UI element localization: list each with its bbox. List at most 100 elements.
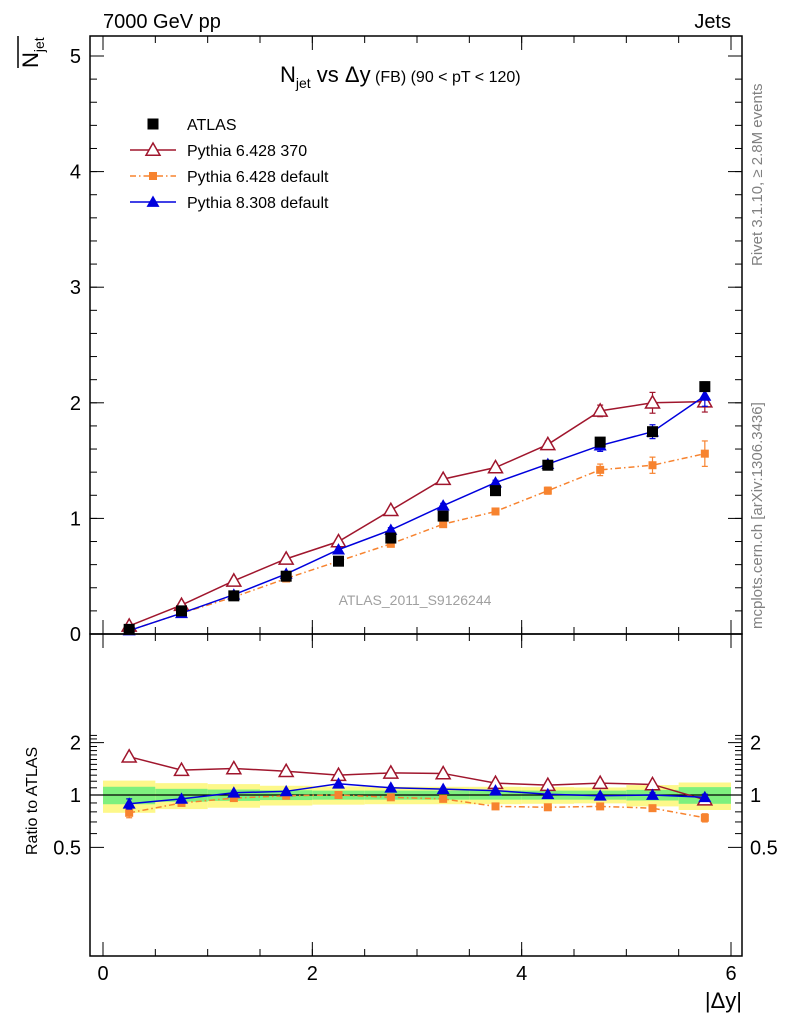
ratio-ytick-label: 2 <box>70 733 81 755</box>
ratio-ylabel: Ratio to ATLAS <box>24 747 41 855</box>
ratio-point-pythia-8-308-default <box>698 790 712 803</box>
main-line-pythia-8-308-default <box>128 395 706 632</box>
svg-text:Njet: Njet <box>18 37 47 68</box>
ratio-xtick-label: 0 <box>97 963 108 985</box>
main-point-pythia-8-308-default <box>698 389 712 401</box>
legend-label-pythia-8-308-default: Pythia 8.308 default <box>187 195 329 212</box>
main-point-pythia-6-428-default <box>700 449 709 458</box>
main-point-pythia-6-428-default <box>596 465 605 474</box>
main-point-pythia-6-428-370 <box>539 435 557 451</box>
main-point-pythia-8-308-default <box>436 499 450 511</box>
main-point-pythia-6-428-default <box>648 461 657 470</box>
main-point-pythia-6-428-default <box>439 520 448 529</box>
main-ytick-label: 0 <box>70 624 81 646</box>
ratio-ytick-label: 0.5 <box>53 837 81 859</box>
ratio-line-pythia-6-428-370 <box>128 755 706 801</box>
main-ytick-label: 2 <box>70 393 81 415</box>
rivet-label: Rivet 3.1.10, ≥ 2.8M events <box>749 84 766 267</box>
main-point-pythia-6-428-370 <box>277 550 295 565</box>
ratio-point-pythia-8-308-default <box>279 784 293 797</box>
ratio-point-pythia-6-428-370 <box>120 748 138 763</box>
ratio-point-pythia-6-428-370 <box>225 759 243 775</box>
ratio-point-pythia-8-308-default <box>646 788 659 800</box>
main-point-pythia-6-428-370 <box>382 501 400 517</box>
ratio-point-pythia-8-308-default <box>227 786 241 798</box>
ratio-point-pythia-6-428-default <box>596 802 605 811</box>
ratio-ytick-label-right: 0.5 <box>750 837 778 859</box>
watermark: ATLAS_2011_S9126244 <box>339 592 492 608</box>
ratio-point-pythia-8-308-default <box>332 777 345 789</box>
ratio-xtick-label: 2 <box>307 963 318 985</box>
main-point-pythia-8-308-default <box>489 476 502 488</box>
legend-marker-pythia-6-428-370 <box>144 141 162 156</box>
main-point-atlas <box>333 555 344 567</box>
main-ytick-label: 5 <box>70 46 81 68</box>
ratio-point-pythia-8-308-default <box>384 781 398 793</box>
main-title-sub: jet <box>295 75 311 91</box>
main-point-pythia-6-428-370 <box>591 402 609 417</box>
ratio-point-pythia-6-428-370 <box>644 775 661 791</box>
ratio-point-pythia-8-308-default <box>436 782 450 795</box>
ratio-point-pythia-6-428-default <box>491 802 500 811</box>
ratio-point-pythia-8-308-default <box>541 787 555 800</box>
ratio-line-pythia-6-428-default <box>129 794 705 819</box>
main-point-atlas <box>594 436 606 448</box>
ratio-point-pythia-6-428-370 <box>591 774 609 790</box>
main-ytick-label: 1 <box>70 508 81 530</box>
main-point-atlas <box>280 570 292 582</box>
header-left: 7000 GeV pp <box>103 11 221 33</box>
main-point-atlas <box>176 605 187 617</box>
ratio-point-pythia-6-428-default <box>439 794 448 803</box>
main-point-atlas <box>647 426 658 438</box>
main-point-pythia-6-428-default <box>386 539 395 548</box>
main-ytick-label: 3 <box>70 277 81 299</box>
main-title-small: (FB) <box>371 69 407 86</box>
ratio-point-pythia-6-428-default <box>334 791 343 799</box>
main-title: Njet vs Δy (FB) (90 < pT < 120) <box>280 62 521 91</box>
ratio-point-pythia-8-308-default <box>489 784 502 796</box>
ratio-point-pythia-6-428-370 <box>382 764 400 779</box>
ratio-point-pythia-6-428-default <box>543 803 552 812</box>
main-point-atlas <box>123 623 135 635</box>
ratio-ytick-label: 1 <box>70 785 81 807</box>
ratio-ytick-label-right: 2 <box>750 733 761 755</box>
main-point-pythia-8-308-default <box>332 543 345 555</box>
main-point-pythia-6-428-370 <box>487 459 504 474</box>
main-ylabel: Njet <box>17 36 47 68</box>
main-title-n: N <box>280 62 296 87</box>
main-title-range: (90 < pT < 120) <box>406 69 520 86</box>
ratio-line-pythia-8-308-default <box>129 783 705 805</box>
main-point-atlas <box>542 459 554 471</box>
ratio-point-pythia-6-428-default <box>648 804 657 813</box>
main-point-pythia-6-428-370 <box>434 470 452 486</box>
main-ylabel-n: N <box>18 52 43 68</box>
main-point-atlas <box>385 532 397 544</box>
header-right: Jets <box>694 11 731 33</box>
main-point-pythia-6-428-370 <box>225 572 243 587</box>
ratio-ytick-label-right: 1 <box>750 785 761 807</box>
main-line-pythia-6-428-370 <box>128 400 705 627</box>
mcplots-label: mcplots.cern.ch [arXiv:1306.3436] <box>749 402 766 629</box>
main-point-atlas <box>228 590 240 602</box>
main-ylabel-sub: jet <box>31 37 47 53</box>
main-point-atlas <box>699 381 711 393</box>
main-point-pythia-6-428-370 <box>644 394 661 409</box>
main-point-pythia-6-428-default <box>543 486 552 495</box>
legend-marker-pythia-8-308-default <box>146 195 160 207</box>
main-point-pythia-6-428-default <box>491 507 500 516</box>
legend-marker-atlas <box>147 118 159 130</box>
ratio-point-pythia-6-428-default <box>386 793 395 802</box>
ratio-point-pythia-8-308-default <box>593 789 607 801</box>
ratio-xlabel: |Δy| <box>705 988 742 1013</box>
ratio-xtick-label: 4 <box>516 963 527 985</box>
main-point-atlas <box>437 510 449 522</box>
main-ytick-label: 4 <box>70 162 81 184</box>
legend-marker-pythia-6-428-default <box>149 172 157 180</box>
ratio-point-pythia-6-428-default <box>700 813 709 822</box>
ratio-xtick-label: 6 <box>725 963 736 985</box>
ratio-point-pythia-6-428-default <box>229 794 238 803</box>
main-point-atlas <box>490 485 501 497</box>
legend-label-pythia-6-428-default: Pythia 6.428 default <box>187 169 329 186</box>
ratio-point-pythia-8-308-default <box>122 797 136 809</box>
